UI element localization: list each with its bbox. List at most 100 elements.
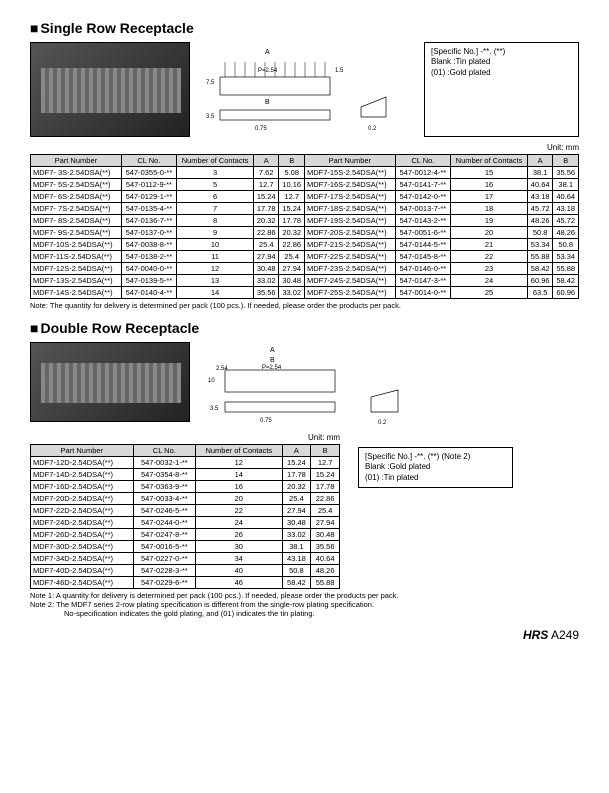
col-header: CL No.	[395, 155, 450, 167]
cell: 547-0363-9-**	[133, 481, 195, 493]
cell: 63.5	[527, 287, 552, 299]
cell: 19	[451, 215, 528, 227]
cell: 547-0144-5-**	[395, 239, 450, 251]
cell: MDF7-17S-2.54DSA(**)	[304, 191, 395, 203]
table-row: MDF7-40D-2.54DSA(**)547-0228-3-**4050.84…	[31, 565, 340, 577]
cell: 547-0136-7-**	[121, 215, 176, 227]
col-header: B	[279, 155, 304, 167]
double-product-image	[30, 342, 190, 422]
single-drawing-top: A P=2.54 7.5 1.5 B 3.5 0.75	[200, 42, 350, 132]
dim-075b: 0.75	[260, 418, 272, 424]
col-header: A	[527, 155, 552, 167]
cell: 547-0247-8-**	[133, 529, 195, 541]
cell: 43.18	[282, 553, 311, 565]
cell: 547-0355-0-**	[121, 167, 176, 179]
cell: 12	[177, 263, 254, 275]
col-header: A	[253, 155, 278, 167]
note2: Note 2: The MDF7 series 2-row plating sp…	[30, 600, 579, 609]
cell: 547-0227-0-**	[133, 553, 195, 565]
cell: 17	[451, 191, 528, 203]
cell: 30.48	[253, 263, 278, 275]
cell: 30	[196, 541, 283, 553]
note1: Note 1: A quantity for delivery is deter…	[30, 591, 579, 600]
cell: 6	[177, 191, 254, 203]
cell: 547-0147-3-**	[395, 275, 450, 287]
cell: 38.1	[553, 179, 579, 191]
cell: MDF7- 3S-2.54DSA(**)	[31, 167, 122, 179]
cell: 15.24	[279, 203, 304, 215]
cell: MDF7-24S-2.54DSA(**)	[304, 275, 395, 287]
cell: 5	[177, 179, 254, 191]
cell: 547-0139-5-**	[121, 275, 176, 287]
col-header: B	[553, 155, 579, 167]
cell: 13	[177, 275, 254, 287]
double-drawing-side: 0.2	[366, 342, 406, 427]
dim-B2: B	[270, 357, 275, 364]
cell: MDF7-23S-2.54DSA(**)	[304, 263, 395, 275]
cell: 43.18	[553, 203, 579, 215]
cell: 14	[196, 469, 283, 481]
col-header: Part Number	[31, 445, 134, 457]
cell: 25.4	[253, 239, 278, 251]
single-title: Single Row Receptacle	[30, 20, 579, 36]
cell: 33.02	[279, 287, 304, 299]
cell: 38.1	[527, 167, 552, 179]
dim-pitch2: P=2.54	[262, 365, 282, 371]
cell: 33.02	[253, 275, 278, 287]
col-header: CL No.	[121, 155, 176, 167]
cell: MDF7-12S-2.54DSA(**)	[31, 263, 122, 275]
cell: 20	[451, 227, 528, 239]
cell: 547-0033-4-**	[133, 493, 195, 505]
cell: 33.02	[282, 529, 311, 541]
table-row: MDF7-14D-2.54DSA(**)547-0354-8-**1417.78…	[31, 469, 340, 481]
footer: HRS A249	[30, 628, 579, 642]
cell: 547-0142-0-**	[395, 191, 450, 203]
cell: 26	[196, 529, 283, 541]
brand-logo: HRS	[523, 628, 548, 642]
cell: 547-0016-5-**	[133, 541, 195, 553]
cell: MDF7- 5S-2.54DSA(**)	[31, 179, 122, 191]
cell: 53.34	[553, 251, 579, 263]
cell: 11	[177, 251, 254, 263]
cell: MDF7-25S-2.54DSA(**)	[304, 287, 395, 299]
cell: 25	[451, 287, 528, 299]
cell: 25.4	[311, 505, 340, 517]
table-row: MDF7- 6S-2.54DSA(**)547-0129-1-**615.241…	[31, 191, 579, 203]
cell: 547-0135-4-**	[121, 203, 176, 215]
table-row: MDF7-16D-2.54DSA(**)547-0363-9-**1620.32…	[31, 481, 340, 493]
cell: 46	[196, 577, 283, 589]
cell: 22	[196, 505, 283, 517]
table-row: MDF7-46D-2.54DSA(**)547-0229-6-**4658.42…	[31, 577, 340, 589]
cell: 5.08	[279, 167, 304, 179]
cell: 35.56	[253, 287, 278, 299]
cell: 23	[451, 263, 528, 275]
table-row: MDF7-12S-2.54DSA(**)547-0040-0-**1230.48…	[31, 263, 579, 275]
col-header: CL No.	[133, 445, 195, 457]
cell: MDF7- 7S-2.54DSA(**)	[31, 203, 122, 215]
cell: 50.8	[527, 227, 552, 239]
table-row: MDF7-22D-2.54DSA(**)547-0246-5-**2227.94…	[31, 505, 340, 517]
cell: 34	[196, 553, 283, 565]
cell: MDF7-16D-2.54DSA(**)	[31, 481, 134, 493]
dim-02: 0.2	[368, 126, 377, 132]
cell: MDF7-19S-2.54DSA(**)	[304, 215, 395, 227]
table-row: MDF7-26D-2.54DSA(**)547-0247-8-**2633.02…	[31, 529, 340, 541]
cell: 547-0112-9-**	[121, 179, 176, 191]
table-row: MDF7- 5S-2.54DSA(**)547-0112-9-**512.710…	[31, 179, 579, 191]
cell: 547-0032-1-**	[133, 457, 195, 469]
cell: 15.24	[311, 469, 340, 481]
cell: MDF7- 6S-2.54DSA(**)	[31, 191, 122, 203]
spec-line3: (01) :Gold plated	[431, 68, 572, 78]
cell: 18	[451, 203, 528, 215]
cell: 27.94	[279, 263, 304, 275]
table-row: MDF7-11S-2.54DSA(**)547-0138-2-**1127.94…	[31, 251, 579, 263]
cell: 35.56	[311, 541, 340, 553]
cell: 16	[451, 179, 528, 191]
cell: 547-0145-8-**	[395, 251, 450, 263]
cell: MDF7-22S-2.54DSA(**)	[304, 251, 395, 263]
dim-10: 10	[208, 378, 215, 384]
double-top-row: A B P=2.54 10 2.54 3.5 0.75 0.2	[30, 342, 579, 427]
cell: 17.78	[253, 203, 278, 215]
cell: MDF7-16S-2.54DSA(**)	[304, 179, 395, 191]
cell: 38.1	[282, 541, 311, 553]
